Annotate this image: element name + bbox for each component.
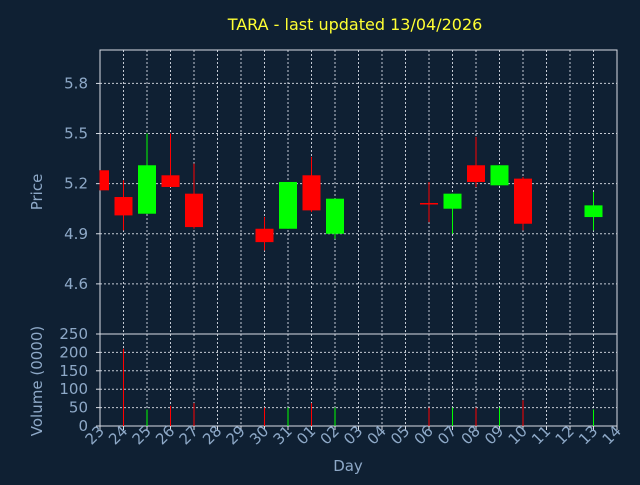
candle-body [100, 170, 109, 191]
candle-body [279, 181, 297, 229]
x-ticks: 2324252627282930310102030405060708091011… [82, 422, 625, 448]
candle-body [514, 178, 532, 224]
volume-tick-label: 150 [59, 362, 88, 380]
candles [99, 133, 603, 251]
chart-title: TARA - last updated 13/04/2026 [227, 15, 483, 34]
price-tick-label: 5.2 [64, 175, 88, 193]
volume-bars [123, 348, 594, 426]
candle-body [326, 198, 344, 234]
volume-tick-label: 50 [69, 399, 88, 417]
price-axis-label: Price [28, 174, 46, 211]
volume-tick-label: 100 [59, 380, 88, 398]
candle-body [490, 165, 509, 186]
price-tick-label: 5.5 [64, 125, 88, 143]
candle-body [114, 197, 133, 216]
x-axis-label: Day [333, 457, 363, 475]
volume-tick-label: 250 [59, 325, 88, 343]
volume-tick-label: 200 [59, 343, 88, 361]
candle-body [584, 205, 603, 218]
price-y-ticks: 4.6 4.9 5.2 5.5 5.8 [64, 74, 100, 293]
candle-body [467, 165, 485, 182]
candle-body [255, 228, 274, 243]
price-tick-label: 4.6 [64, 275, 88, 293]
price-panel: 4.6 4.9 5.2 5.5 5.8 Price [28, 49, 618, 335]
price-tick-label: 5.8 [64, 74, 88, 92]
candle-body [443, 193, 462, 209]
price-tick-label: 4.9 [64, 225, 88, 243]
candle-body [138, 165, 156, 214]
volume-axis-label: Volume (0000) [28, 326, 46, 436]
candle-body [185, 193, 203, 228]
candle-body [161, 175, 180, 187]
candle-body [302, 175, 321, 211]
volume-tick-label: 0 [78, 417, 88, 435]
